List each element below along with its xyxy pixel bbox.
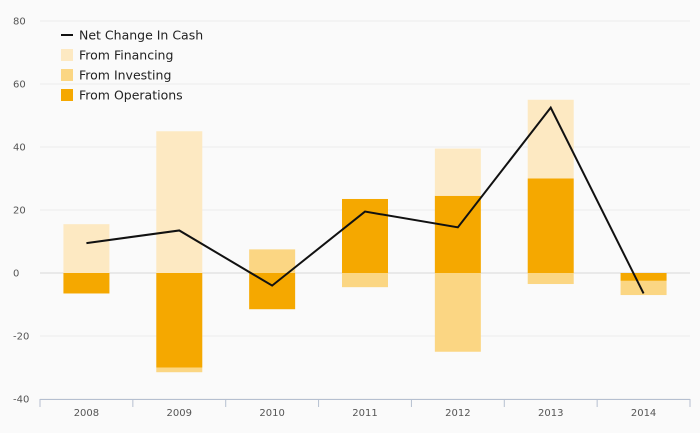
bar-from-operations	[527, 178, 574, 273]
bar-from-investing	[156, 367, 203, 373]
x-tick-label: 2014	[631, 408, 656, 419]
legend-label: From Financing	[79, 48, 173, 63]
net-change-line-layer	[86, 105, 645, 294]
legend-label: From Operations	[79, 88, 183, 103]
legend-swatch	[61, 49, 73, 61]
bar-from-investing	[527, 273, 574, 285]
bar-from-operations	[156, 273, 203, 368]
axes: -40 -20 0 20 40 60 80 2008 2009 2010 2011 2012 2013 2…	[13, 17, 691, 419]
bar-from-investing	[342, 273, 388, 288]
x-tick-label: 2011	[352, 408, 377, 419]
y-tick-label: 20	[13, 206, 26, 217]
bar-from-operations	[249, 273, 296, 310]
x-tick-label: 2010	[259, 408, 284, 419]
bar-from-financing	[434, 148, 481, 196]
y-tick-label: 60	[13, 80, 26, 91]
y-tick-label: 40	[13, 143, 26, 154]
bar-from-operations	[63, 273, 110, 294]
bar-from-investing	[620, 280, 667, 296]
y-tick-label: -40	[13, 395, 29, 406]
x-tick-label: 2009	[167, 408, 192, 419]
x-tick-label: 2013	[538, 408, 563, 419]
legend-label: Net Change In Cash	[79, 28, 203, 43]
x-tick-label: 2012	[445, 408, 470, 419]
bars	[63, 99, 667, 373]
bar-from-investing	[249, 249, 296, 273]
y-tick-label: 0	[13, 269, 19, 280]
legend-swatch	[61, 89, 73, 101]
net-change-line	[86, 105, 645, 294]
y-tick-label: -20	[13, 332, 29, 343]
legend-swatch	[61, 69, 73, 81]
legend: Net Change In Cash From Financing From Inv…	[61, 28, 203, 103]
legend-label: From Investing	[79, 68, 171, 83]
x-tick-label: 2008	[74, 408, 99, 419]
bar-from-operations	[342, 198, 388, 273]
bar-from-operations	[620, 273, 667, 281]
bar-from-financing	[156, 131, 203, 273]
bar-from-investing	[434, 273, 481, 352]
y-tick-label: 80	[13, 17, 26, 28]
bar-from-financing	[63, 224, 110, 273]
